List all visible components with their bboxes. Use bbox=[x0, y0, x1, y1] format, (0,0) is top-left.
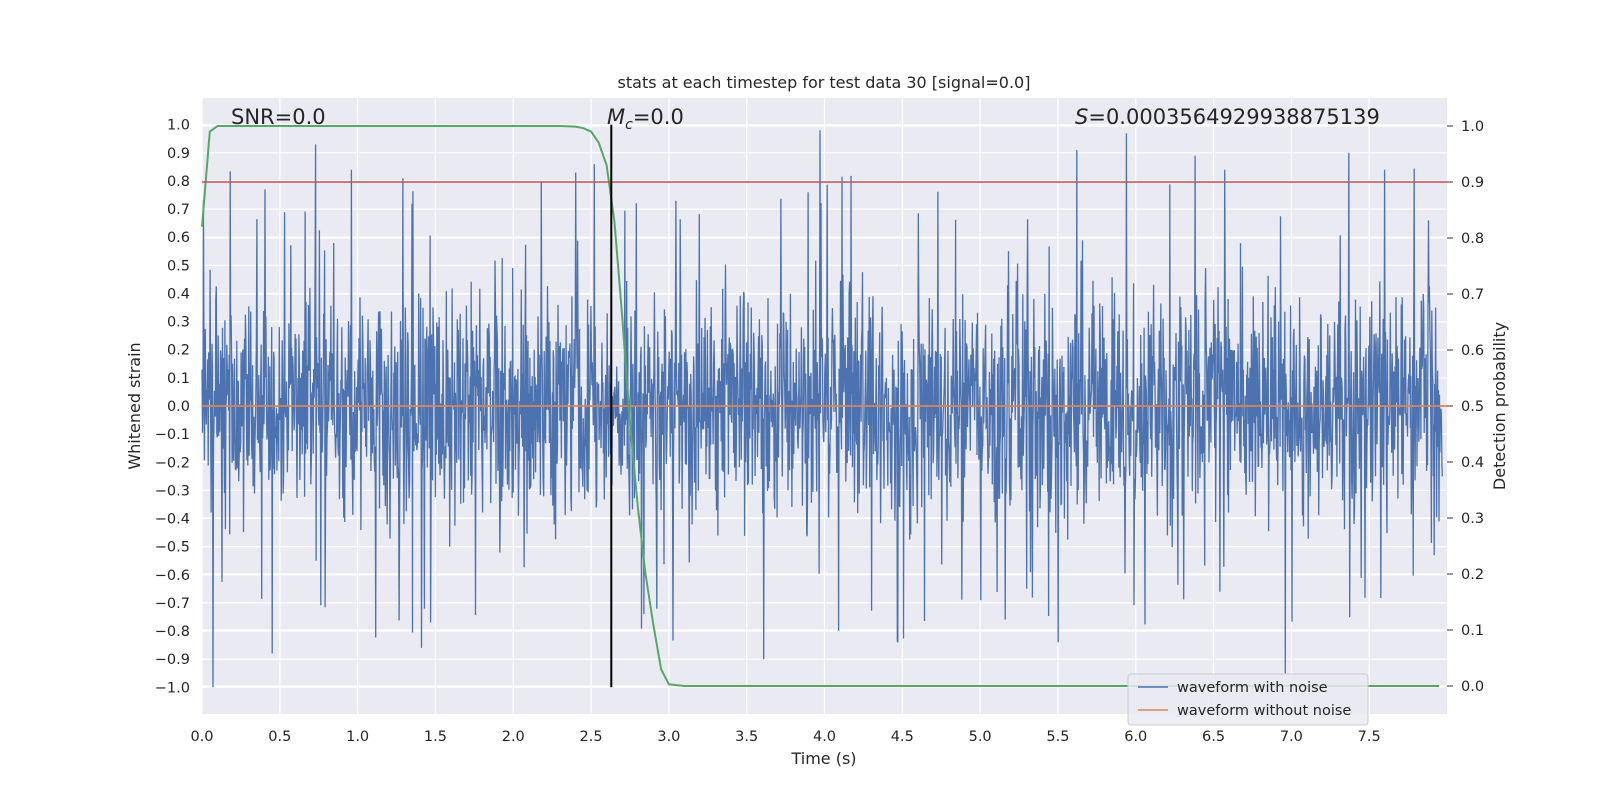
y2-axis-label: Detection probability bbox=[1490, 322, 1509, 490]
chirp-mass-annotation: Mc=0.0 bbox=[607, 105, 684, 133]
y2-tick-label: 0.0 bbox=[1461, 679, 1484, 695]
x-tick-label: 0.5 bbox=[268, 729, 291, 745]
y-tick-label: 0.8 bbox=[167, 174, 190, 190]
x-tick-label: 6.0 bbox=[1124, 729, 1147, 745]
y2-tick-label: 0.2 bbox=[1461, 567, 1484, 583]
legend-label-noise: waveform with noise bbox=[1177, 680, 1328, 696]
x-axis-label: Time (s) bbox=[790, 749, 856, 768]
y-axis-label: Whitened strain bbox=[125, 342, 144, 469]
ticks: 0.0 0.5 1.0 1.5 2.0 2.5 3.0 3.5 4.0 4.5 5.0 5.5 6.0 6… bbox=[155, 118, 1484, 745]
x-tick-label: 7.0 bbox=[1280, 729, 1303, 745]
detection-probability-line bbox=[201, 125, 1440, 687]
markers bbox=[202, 124, 1447, 688]
y2-tick-label: 0.4 bbox=[1461, 455, 1484, 471]
x-tick-label: 7.5 bbox=[1358, 729, 1381, 745]
y-tick-label: 0.6 bbox=[167, 230, 190, 246]
y-tick-label: −0.3 bbox=[155, 483, 190, 499]
x-tick-label: 6.5 bbox=[1202, 729, 1225, 745]
y-tick-label: 0.9 bbox=[167, 146, 190, 162]
x-tick-label: 0.0 bbox=[190, 729, 213, 745]
y-tick-label: 0.2 bbox=[167, 343, 190, 359]
y-tick-label: −0.4 bbox=[155, 512, 190, 528]
y-tick-label: 0.0 bbox=[167, 399, 190, 415]
y-tick-label: −0.8 bbox=[155, 624, 190, 640]
y-tick-label: −0.2 bbox=[155, 455, 190, 471]
chart-title: stats at each timestep for test data 30 … bbox=[618, 73, 1031, 92]
x-tick-label: 3.0 bbox=[657, 729, 680, 745]
y2-tick-label: 0.6 bbox=[1461, 343, 1484, 359]
y-tick-label: −1.0 bbox=[155, 680, 190, 696]
y2-tick-label: 1.0 bbox=[1461, 119, 1484, 135]
x-tick-label: 4.0 bbox=[813, 729, 836, 745]
noisy-waveform-line bbox=[201, 130, 1443, 688]
y-tick-label: 0.1 bbox=[167, 371, 190, 387]
y-tick-label: 1.0 bbox=[167, 118, 190, 134]
y2-tick-label: 0.8 bbox=[1461, 231, 1484, 247]
legend-label-clean: waveform without noise bbox=[1177, 703, 1351, 719]
s-annotation: S=0.0003564929938875139 bbox=[1075, 105, 1380, 129]
y-tick-label: −0.6 bbox=[155, 568, 190, 584]
y2-tick-label: 0.1 bbox=[1461, 623, 1484, 639]
y-tick-label: 0.3 bbox=[167, 315, 190, 331]
x-tick-label: 1.0 bbox=[346, 729, 369, 745]
y-tick-label: −0.1 bbox=[155, 427, 190, 443]
y-tick-label: −0.7 bbox=[155, 596, 190, 612]
noisy-waveform-series bbox=[201, 130, 1443, 688]
y2-tick-label: 0.9 bbox=[1461, 175, 1484, 191]
y2-tick-label: 0.7 bbox=[1461, 287, 1484, 303]
y-tick-label: 0.5 bbox=[167, 258, 190, 274]
x-tick-label: 2.5 bbox=[580, 729, 603, 745]
x-tick-label: 5.0 bbox=[969, 729, 992, 745]
chirp-mass-value: =0.0 bbox=[633, 105, 684, 129]
x-tick-label: 4.5 bbox=[891, 729, 914, 745]
x-tick-label: 5.5 bbox=[1046, 729, 1069, 745]
chirp-mass-subscript: c bbox=[625, 117, 633, 133]
y2-tick-label: 0.5 bbox=[1461, 399, 1484, 415]
x-tick-label: 2.0 bbox=[502, 729, 525, 745]
snr-annotation: SNR=0.0 bbox=[231, 105, 326, 129]
chirp-mass-symbol: M bbox=[607, 105, 625, 129]
y-tick-label: −0.9 bbox=[155, 652, 190, 668]
legend-box bbox=[1127, 673, 1369, 726]
y-tick-label: −0.5 bbox=[155, 540, 190, 556]
s-value: =0.0003564929938875139 bbox=[1088, 105, 1380, 129]
y2-tick-label: 0.3 bbox=[1461, 511, 1484, 527]
s-symbol: S bbox=[1075, 105, 1088, 129]
y-tick-label: 0.7 bbox=[167, 202, 190, 218]
legend: waveform with noise waveform without noi… bbox=[1127, 673, 1369, 726]
detection-probability-series bbox=[201, 125, 1440, 687]
y-tick-label: 0.4 bbox=[167, 286, 190, 302]
x-tick-label: 3.5 bbox=[735, 729, 758, 745]
x-tick-label: 1.5 bbox=[424, 729, 447, 745]
